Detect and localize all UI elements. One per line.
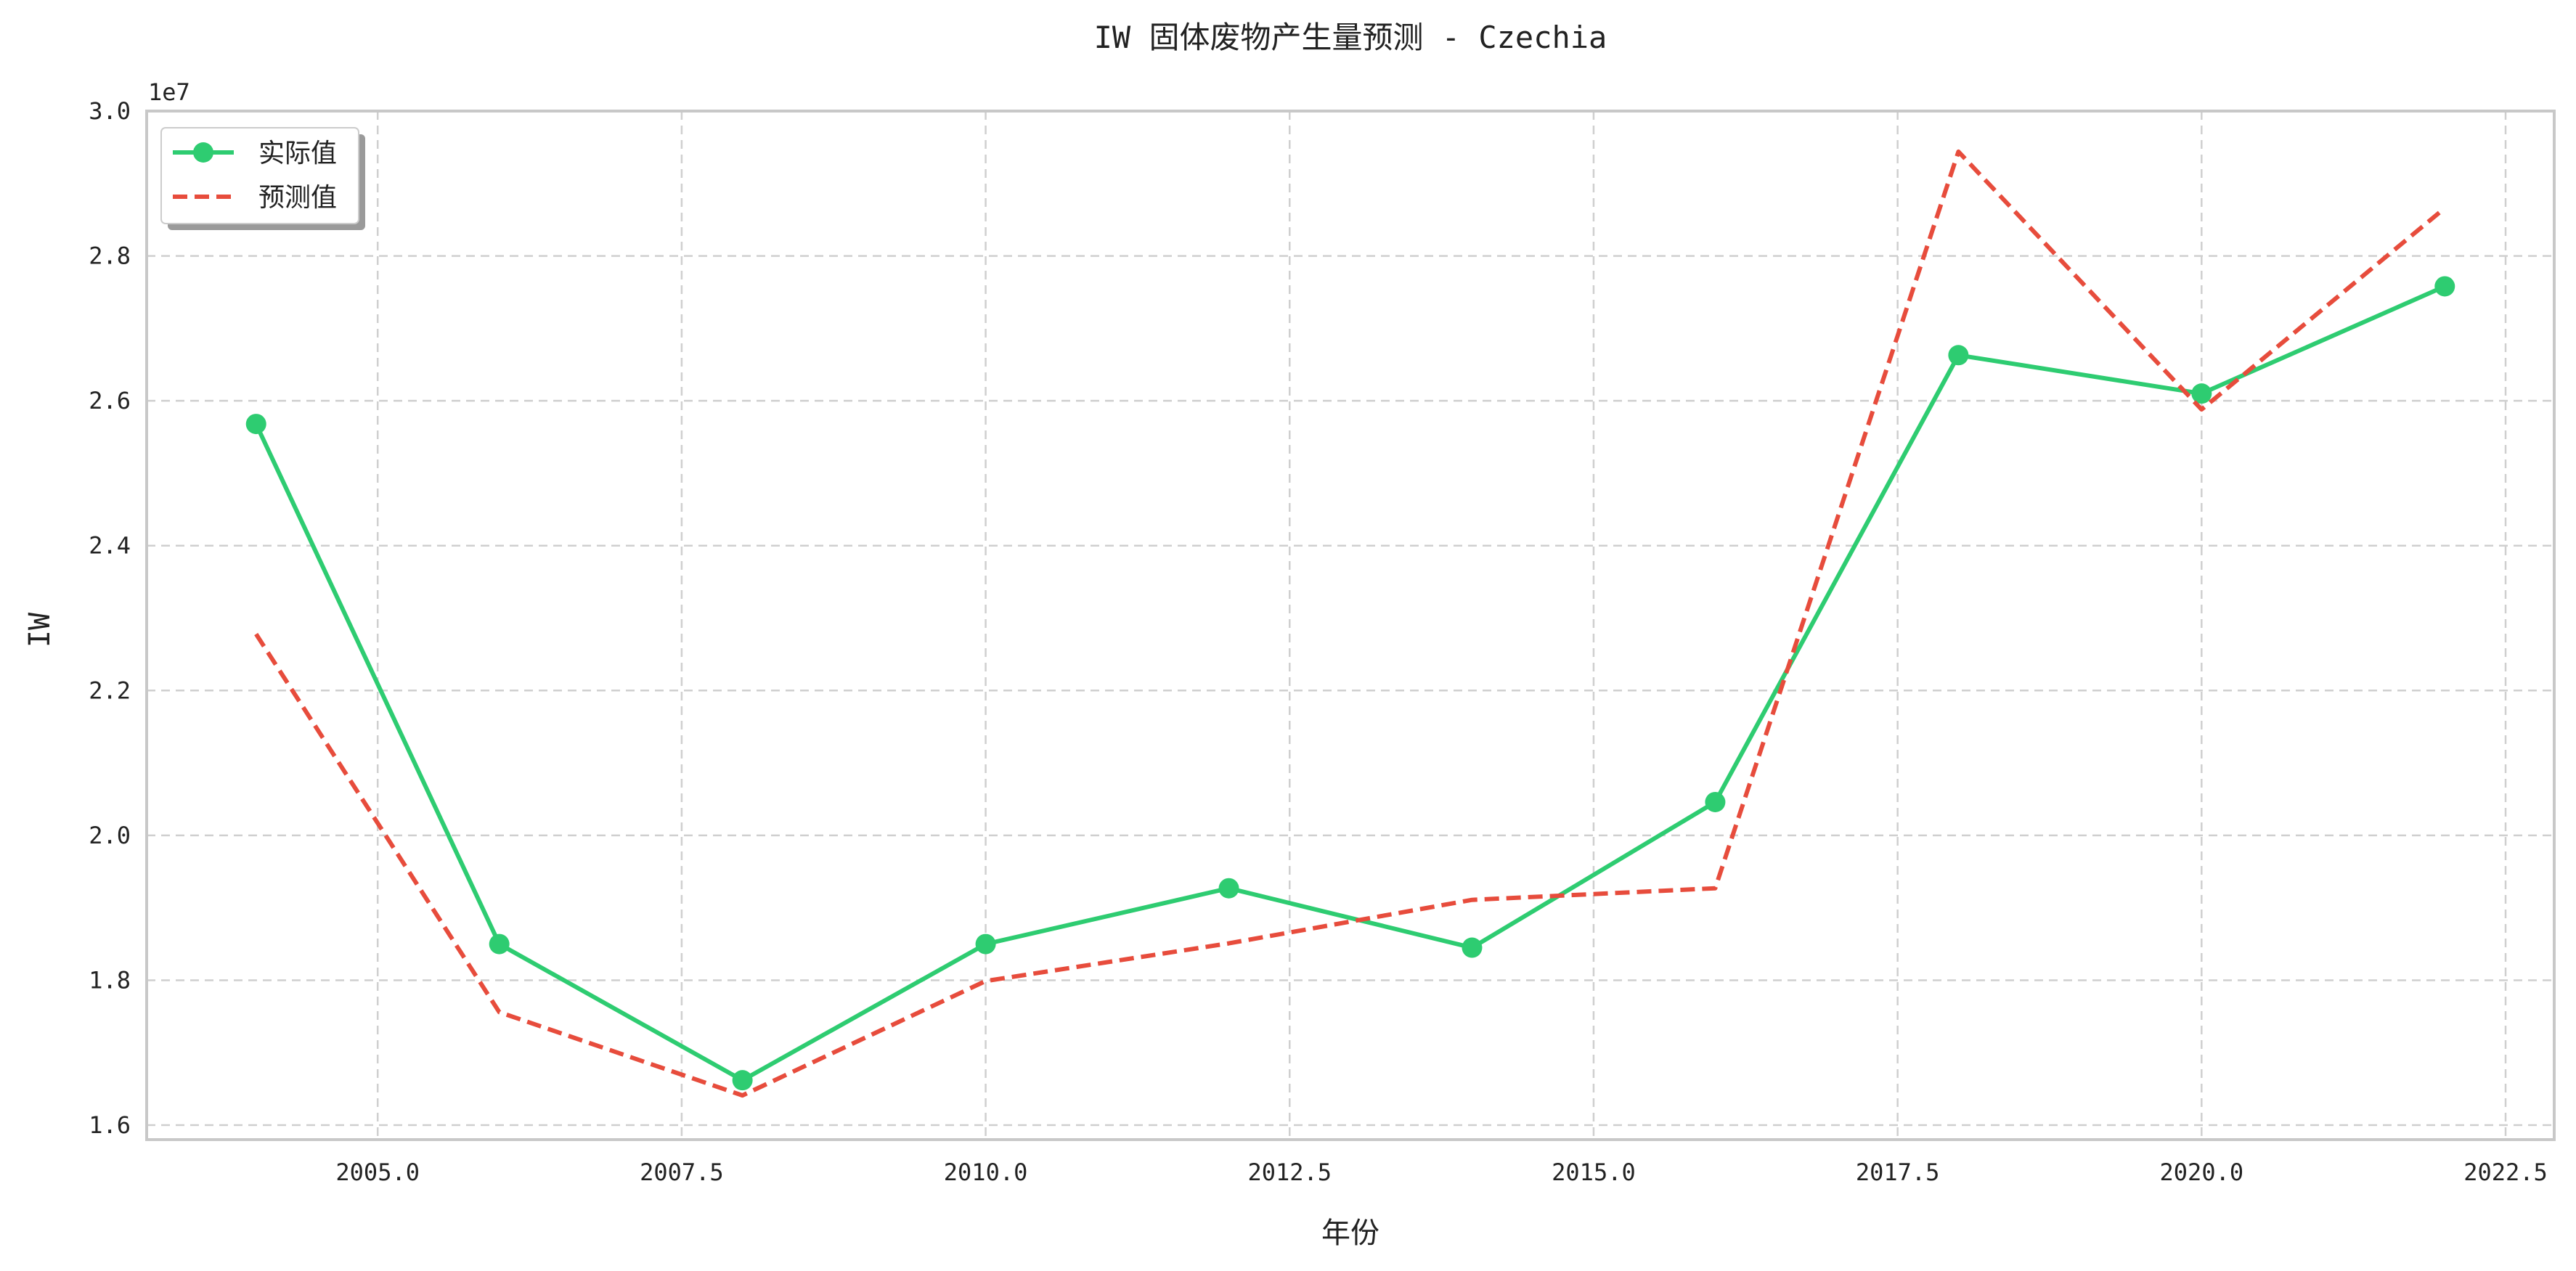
legend-predicted-label: 预测值 (258, 183, 337, 213)
series-point-0 (1705, 791, 1726, 812)
plot-frame (145, 110, 2556, 1141)
x-tick-label: 2022.5 (2463, 1158, 2548, 1186)
y-axis-label: IW (23, 612, 57, 647)
y-tick-label: 3.0 (89, 97, 131, 125)
series-point-0 (245, 414, 266, 435)
x-axis-ticks: 2005.0 2007.5 2010.0 2012.5 2015.0 2017.5 2020… (335, 1158, 2547, 1186)
x-tick-label: 2007.5 (640, 1158, 724, 1186)
y-tick-label: 2.2 (89, 677, 131, 704)
legend: 实际值 预测值 (160, 127, 365, 230)
series-point-0 (2191, 383, 2212, 404)
series-point-0 (2434, 276, 2455, 297)
series-layer (245, 149, 2455, 1098)
y-axis-ticks: 1.6 1.8 2.0 2.2 2.4 2.6 2.8 3.0 (89, 97, 131, 1139)
chart-title: IW 固体废物产生量预测 - Czechia (1094, 20, 1607, 55)
y-offset-label: 1e7 (148, 78, 190, 106)
series-point-0 (1218, 878, 1239, 899)
x-tick-label: 2020.0 (2160, 1158, 2244, 1186)
x-axis-label: 年份 (1321, 1217, 1379, 1250)
series-point-0 (489, 933, 510, 955)
legend-actual-label: 实际值 (258, 139, 337, 168)
y-tick-label: 2.8 (89, 242, 131, 270)
series-point-0 (1462, 937, 1483, 958)
series-line-0 (253, 284, 2446, 1083)
legend-actual-marker (193, 142, 213, 163)
y-tick-label: 2.6 (89, 387, 131, 414)
x-tick-label: 2012.5 (1247, 1158, 1332, 1186)
y-tick-label: 2.4 (89, 532, 131, 560)
x-tick-label: 2010.0 (944, 1158, 1028, 1186)
y-tick-label: 1.6 (89, 1111, 131, 1139)
y-tick-label: 1.8 (89, 966, 131, 994)
y-tick-label: 2.0 (89, 822, 131, 849)
x-tick-label: 2015.0 (1552, 1158, 1636, 1186)
x-tick-label: 2017.5 (1856, 1158, 1940, 1186)
series-point-0 (732, 1070, 753, 1091)
series-point-0 (975, 933, 996, 955)
series-line-1 (254, 149, 2447, 1098)
series-point-0 (1948, 345, 1969, 366)
x-tick-label: 2005.0 (335, 1158, 420, 1186)
